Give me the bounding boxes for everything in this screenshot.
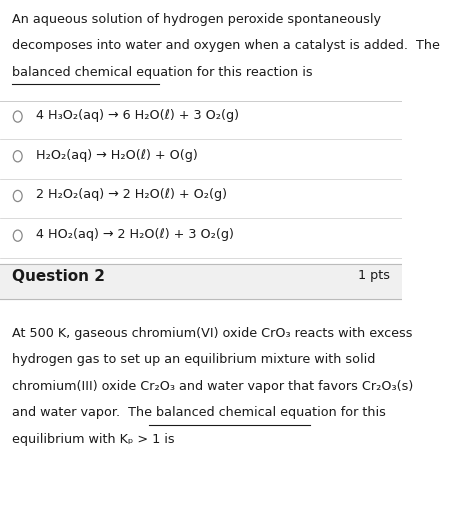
Text: 4 H₃O₂(aq) → 6 H₂O(ℓ) + 3 O₂(g): 4 H₃O₂(aq) → 6 H₂O(ℓ) + 3 O₂(g) xyxy=(36,109,239,122)
Bar xyxy=(0,264,402,299)
Text: balanced chemical equation for this reaction is: balanced chemical equation for this reac… xyxy=(12,66,313,79)
Text: 2 H₂O₂(aq) → 2 H₂O(ℓ) + O₂(g): 2 H₂O₂(aq) → 2 H₂O(ℓ) + O₂(g) xyxy=(36,188,227,202)
Text: 4 HO₂(aq) → 2 H₂O(ℓ) + 3 O₂(g): 4 HO₂(aq) → 2 H₂O(ℓ) + 3 O₂(g) xyxy=(36,228,234,241)
Text: hydrogen gas to set up an equilibrium mixture with solid: hydrogen gas to set up an equilibrium mi… xyxy=(12,353,375,366)
Text: An aqueous solution of hydrogen peroxide spontaneously: An aqueous solution of hydrogen peroxide… xyxy=(12,13,381,26)
Text: At 500 K, gaseous chromium(VI) oxide CrO₃ reacts with excess: At 500 K, gaseous chromium(VI) oxide CrO… xyxy=(12,327,412,340)
Text: Question 2: Question 2 xyxy=(12,269,105,284)
Text: equilibrium with Kₚ > 1 is: equilibrium with Kₚ > 1 is xyxy=(12,433,175,446)
Text: chromium(III) oxide Cr₂O₃ and water vapor that favors Cr₂O₃(s): chromium(III) oxide Cr₂O₃ and water vapo… xyxy=(12,380,413,393)
Text: decomposes into water and oxygen when a catalyst is added.  The: decomposes into water and oxygen when a … xyxy=(12,39,440,52)
Text: H₂O₂(aq) → H₂O(ℓ) + O(g): H₂O₂(aq) → H₂O(ℓ) + O(g) xyxy=(36,149,198,162)
Text: 1 pts: 1 pts xyxy=(358,269,391,282)
Text: and water vapor.  The balanced chemical equation for this: and water vapor. The balanced chemical e… xyxy=(12,406,386,419)
